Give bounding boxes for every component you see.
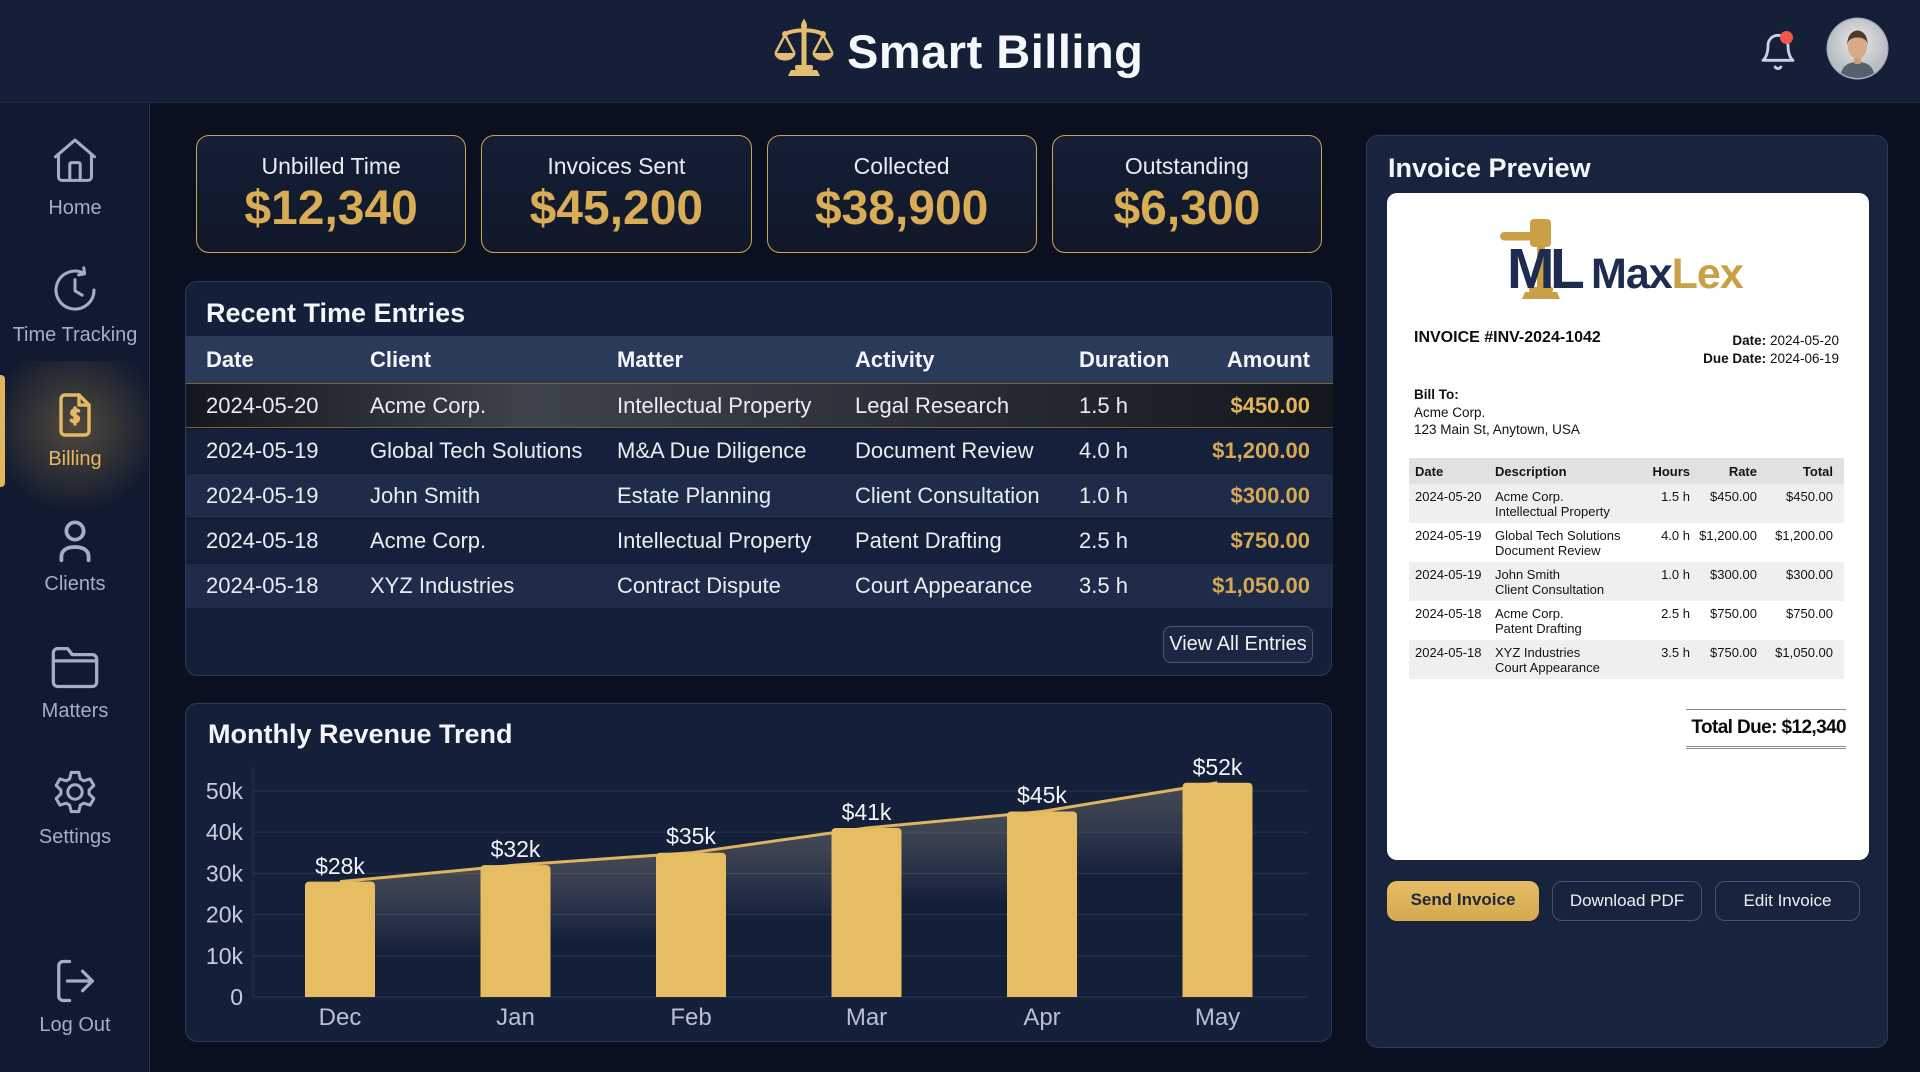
svg-text:MaxLex: MaxLex	[1591, 250, 1744, 298]
svg-text:20k: 20k	[206, 902, 244, 928]
svg-text:0: 0	[230, 984, 243, 1010]
svg-text:Dec: Dec	[319, 1004, 362, 1031]
svg-text:M: M	[1507, 237, 1554, 301]
svg-text:L: L	[1550, 237, 1585, 301]
svg-text:30k: 30k	[206, 860, 244, 886]
svg-text:10k: 10k	[206, 943, 244, 969]
svg-text:40k: 40k	[206, 819, 244, 845]
svg-text:$52k: $52k	[1193, 754, 1243, 780]
svg-text:Apr: Apr	[1023, 1004, 1060, 1031]
svg-text:Mar: Mar	[846, 1004, 887, 1031]
svg-text:50k: 50k	[206, 778, 244, 804]
svg-text:May: May	[1195, 1004, 1240, 1031]
svg-text:$41k: $41k	[842, 799, 892, 825]
svg-text:$28k: $28k	[315, 853, 365, 879]
svg-text:$35k: $35k	[666, 823, 716, 849]
svg-text:Feb: Feb	[670, 1004, 711, 1031]
svg-text:$45k: $45k	[1017, 782, 1067, 808]
svg-text:$32k: $32k	[491, 836, 541, 862]
svg-text:Jan: Jan	[496, 1004, 535, 1031]
